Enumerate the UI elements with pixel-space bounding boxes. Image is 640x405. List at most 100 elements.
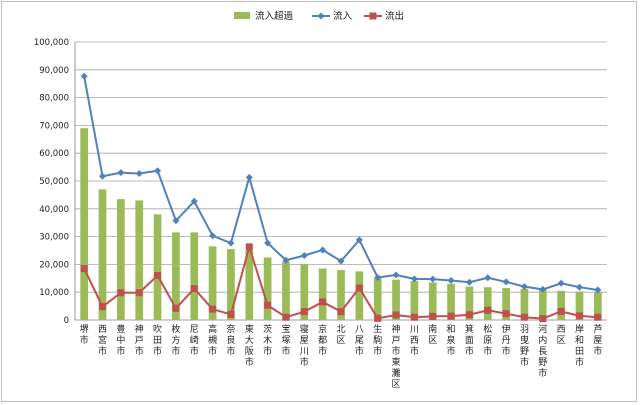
bar	[300, 264, 309, 320]
bar	[575, 291, 584, 320]
axes: 0 10,000 20,000 30,000 40,000 50,000 60,000 70,…	[34, 38, 602, 390]
y-tick-label: 70,000	[39, 121, 69, 131]
data-point	[172, 217, 180, 225]
bar	[337, 269, 345, 320]
data-point	[374, 314, 382, 322]
x-tick-label: 京都市	[318, 323, 327, 357]
x-tick-label: 高槻市	[208, 323, 217, 357]
data-point	[209, 232, 217, 240]
x-tick-label: 北区	[336, 324, 345, 346]
data-point	[80, 265, 88, 273]
legend-marker	[317, 12, 325, 20]
y-tick-label: 100,000	[34, 38, 69, 48]
bar	[355, 271, 364, 320]
bar	[373, 278, 382, 320]
data-point	[575, 283, 583, 291]
data-point	[117, 169, 125, 177]
data-point	[135, 289, 143, 297]
data-point	[154, 272, 162, 280]
data-point	[282, 313, 290, 321]
data-point	[557, 279, 565, 287]
y-tick-label: 60,000	[39, 149, 69, 159]
x-tick-label: 奈良市	[226, 323, 235, 357]
data-point	[410, 275, 418, 283]
data-point	[557, 307, 565, 315]
data-point	[99, 303, 107, 311]
data-point	[355, 236, 363, 244]
bar	[483, 287, 492, 320]
y-tick-label: 30,000	[39, 233, 69, 243]
bar	[172, 232, 180, 320]
legend: 流入超過 流入 流出	[234, 10, 404, 22]
data-point	[154, 167, 162, 175]
x-tick-label: 羽曳野市	[520, 324, 529, 368]
y-tick-label: 0	[64, 316, 69, 326]
data-point	[190, 197, 198, 205]
data-point	[429, 275, 437, 283]
legend-label: 流出	[385, 10, 404, 22]
data-point	[300, 252, 308, 260]
bar	[538, 289, 547, 320]
x-tick-label: 河内長野市	[538, 323, 547, 379]
data-point	[300, 308, 308, 316]
data-point	[520, 313, 528, 321]
x-tick-label: 箕面市	[465, 323, 474, 357]
x-tick-label: 八尾市	[355, 325, 364, 357]
x-tick-label: 枚方市	[171, 323, 180, 357]
x-tick-label: 寝屋川市	[300, 323, 309, 368]
bar	[318, 268, 327, 320]
data-point	[502, 310, 510, 318]
x-tick-label: 東大阪市	[245, 323, 254, 368]
data-point	[410, 313, 418, 321]
data-point	[465, 311, 473, 319]
bar	[557, 290, 565, 320]
bar	[98, 189, 107, 320]
data-point	[594, 313, 602, 321]
x-tick-label: 岸和田市	[575, 324, 584, 368]
data-point	[392, 271, 400, 279]
x-tick-label: 茨木市	[263, 323, 272, 357]
y-tick-label: 50,000	[39, 177, 69, 187]
data-point	[80, 72, 88, 80]
data-point	[135, 169, 143, 177]
x-tick-label: 神戸市東灘区	[392, 323, 401, 390]
data-point	[374, 273, 382, 281]
data-point	[319, 246, 327, 254]
y-tick-label: 10,000	[39, 288, 69, 298]
x-tick-label: 尼崎市	[190, 324, 199, 357]
bar	[502, 288, 510, 320]
data-point	[484, 306, 492, 314]
x-tick-label: 松原市	[483, 323, 492, 357]
data-point	[337, 308, 345, 316]
data-point	[245, 173, 253, 181]
bar	[410, 281, 419, 320]
bar	[428, 282, 437, 320]
bar	[227, 249, 235, 320]
data-point	[447, 277, 455, 285]
legend-label: 流入超過	[255, 10, 294, 22]
data-point	[539, 315, 547, 323]
data-point	[264, 301, 272, 309]
data-point	[575, 312, 583, 320]
data-point	[520, 283, 528, 291]
y-tick-label: 90,000	[39, 66, 69, 76]
bar	[208, 246, 217, 320]
data-point	[227, 310, 235, 318]
data-point	[117, 289, 125, 297]
x-tick-label: 神戸市	[135, 323, 144, 357]
data-point	[594, 286, 602, 294]
data-point	[245, 243, 253, 251]
bar	[135, 200, 144, 320]
x-tick-label: 和泉市	[447, 324, 456, 357]
legend-swatch	[234, 12, 250, 19]
x-tick-label: 生駒市	[373, 323, 382, 357]
data-point	[209, 305, 217, 313]
lines	[80, 72, 602, 323]
bar	[190, 232, 199, 320]
data-point	[429, 312, 437, 320]
data-point	[484, 274, 492, 282]
y-tick-label: 20,000	[39, 260, 69, 270]
bar	[447, 283, 455, 320]
